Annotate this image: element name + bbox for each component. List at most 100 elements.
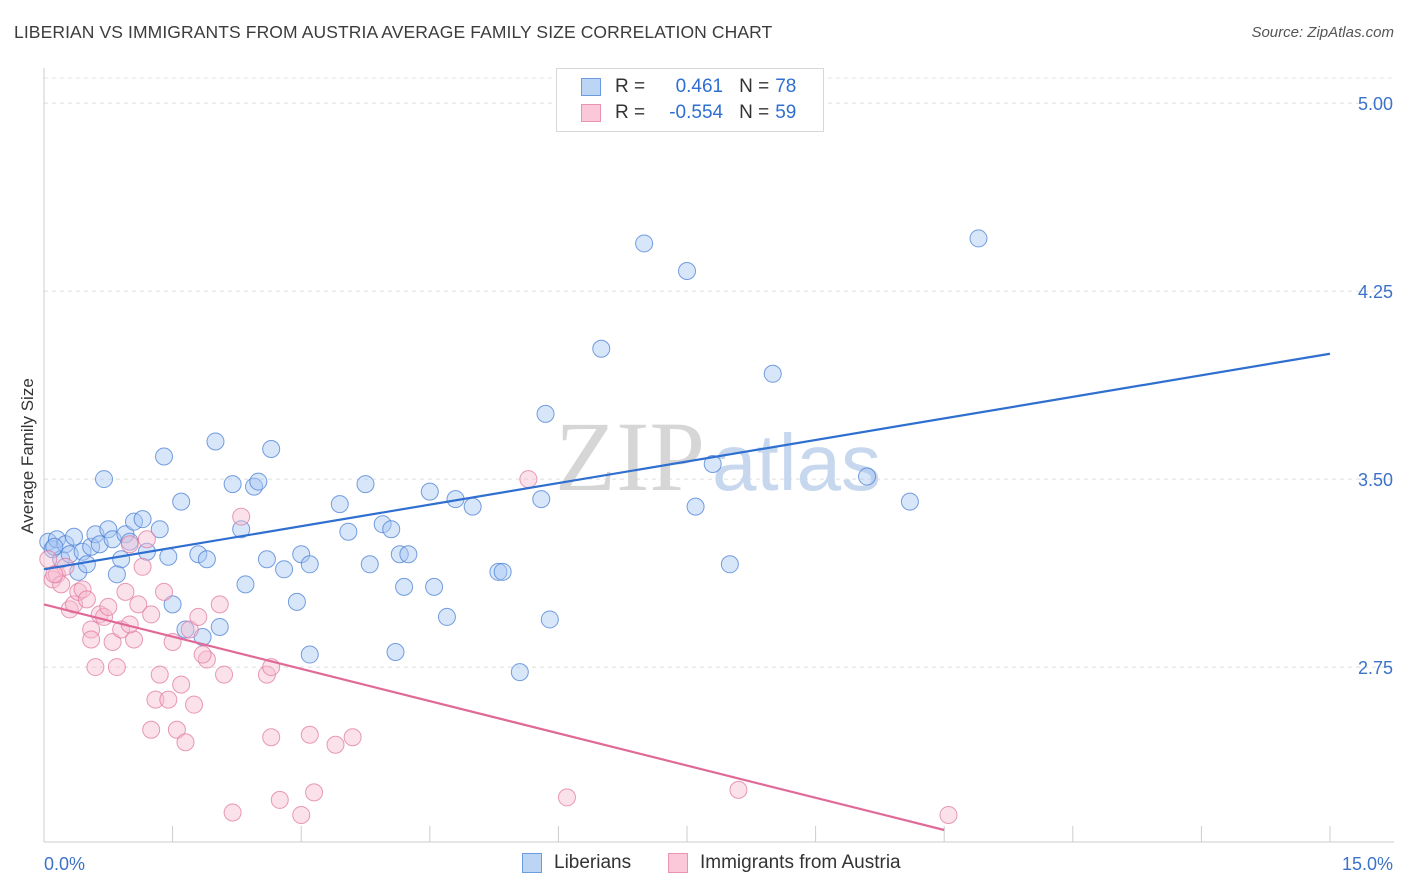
trend-lines bbox=[43, 352, 1331, 832]
austria-point bbox=[142, 605, 161, 624]
legend-label-liberians: Liberians bbox=[554, 852, 632, 873]
austria-point bbox=[82, 630, 101, 649]
austria-point bbox=[215, 665, 234, 684]
legend-r-label: R = bbox=[615, 102, 646, 123]
austria-point bbox=[133, 557, 152, 576]
x-tick-labels: 0.0% 15.0% bbox=[44, 854, 1393, 874]
legend-swatch-pink bbox=[581, 104, 601, 122]
liberians-point bbox=[300, 555, 319, 574]
legend-swatch-blue bbox=[581, 78, 601, 96]
liberians-point bbox=[437, 607, 456, 626]
liberians-point bbox=[703, 455, 722, 474]
y-tick-label: 4.25 bbox=[1358, 282, 1393, 302]
austria-point bbox=[86, 658, 105, 677]
legend-r-value: 0.461 bbox=[675, 76, 724, 97]
liberians-point bbox=[386, 643, 405, 662]
liberians-point bbox=[373, 515, 392, 534]
liberians-point bbox=[133, 510, 152, 529]
austria-point bbox=[185, 695, 204, 714]
liberians-point bbox=[232, 520, 251, 539]
liberians-point bbox=[540, 610, 559, 629]
austria-point bbox=[557, 788, 576, 807]
liberians-point bbox=[95, 470, 114, 489]
axes bbox=[43, 68, 1394, 843]
x-tick-label-min: 0.0% bbox=[44, 854, 85, 874]
austria-point bbox=[939, 805, 958, 824]
austria-point bbox=[73, 580, 92, 599]
austria-point bbox=[99, 597, 118, 616]
liberians-point bbox=[300, 645, 319, 664]
liberians-point bbox=[395, 577, 414, 596]
austria-point bbox=[142, 720, 161, 739]
liberians-point bbox=[969, 229, 988, 248]
liberians-point bbox=[330, 495, 349, 514]
austria-point bbox=[172, 675, 191, 694]
liberians-point bbox=[112, 550, 131, 569]
liberians-point bbox=[536, 404, 555, 423]
liberians-point bbox=[635, 234, 654, 253]
liberians-point bbox=[163, 595, 182, 614]
austria-point bbox=[45, 565, 64, 584]
austria-point bbox=[189, 607, 208, 626]
watermark-zip: ZIP bbox=[555, 401, 705, 512]
austria-point bbox=[167, 720, 186, 739]
y-tick-label: 2.75 bbox=[1358, 658, 1393, 678]
liberians-point bbox=[65, 527, 84, 546]
liberians-point bbox=[210, 617, 229, 636]
liberians-point bbox=[107, 565, 126, 584]
austria-point bbox=[176, 733, 195, 752]
liberians-point bbox=[159, 547, 178, 566]
austria-point bbox=[129, 595, 148, 614]
legend-label-austria: Immigrants from Austria bbox=[700, 852, 901, 873]
liberians-point bbox=[900, 492, 919, 511]
liberians-point bbox=[356, 475, 375, 494]
liberians-point bbox=[275, 560, 294, 579]
austria-point bbox=[519, 470, 538, 489]
liberians-point bbox=[592, 339, 611, 358]
liberians-point bbox=[150, 520, 169, 539]
austria-point bbox=[326, 735, 345, 754]
liberians-point bbox=[176, 620, 195, 639]
liberians-point bbox=[77, 555, 96, 574]
legend-r-value: -0.554 bbox=[669, 102, 724, 123]
austria-point bbox=[77, 590, 96, 609]
liberians-point bbox=[493, 562, 512, 581]
source-label: Source: ZipAtlas.com bbox=[1251, 24, 1394, 41]
watermark-atlas: atlas bbox=[712, 418, 881, 507]
austria-point bbox=[232, 507, 251, 526]
liberians-point bbox=[399, 545, 418, 564]
austria-point bbox=[125, 630, 144, 649]
austria-point bbox=[103, 633, 122, 651]
liberians-point bbox=[257, 550, 276, 569]
austria-point bbox=[146, 690, 165, 709]
liberians-point bbox=[155, 447, 174, 466]
liberians-point bbox=[763, 364, 782, 383]
austria-point bbox=[159, 690, 178, 709]
liberians-point bbox=[99, 520, 118, 539]
series-legend: Liberians Immigrants from Austria bbox=[0, 852, 1406, 878]
austria-point bbox=[270, 790, 289, 809]
austria-point bbox=[116, 582, 135, 601]
liberians-point bbox=[197, 550, 216, 569]
liberians-point bbox=[249, 472, 268, 491]
liberians-point bbox=[339, 522, 358, 541]
liberians-point bbox=[382, 520, 401, 539]
austria-point bbox=[292, 805, 311, 824]
legend-n-label: N = bbox=[739, 102, 770, 123]
liberians-point bbox=[532, 490, 551, 509]
liberians-point bbox=[489, 562, 508, 581]
y-tick-label: 3.50 bbox=[1358, 470, 1393, 490]
austria-point bbox=[729, 780, 748, 799]
austria-point bbox=[107, 658, 126, 677]
liberians-point bbox=[262, 439, 281, 458]
austria-point bbox=[223, 803, 242, 822]
legend-swatch-blue bbox=[522, 853, 542, 873]
liberians-point bbox=[425, 577, 444, 596]
austria-point bbox=[193, 645, 212, 664]
austria-trend-line bbox=[43, 603, 945, 832]
liberians-trend-line bbox=[43, 352, 1331, 571]
liberians-point bbox=[686, 497, 705, 516]
y-tick-labels: 5.00 4.25 3.50 2.75 bbox=[1358, 94, 1393, 678]
legend-swatch-pink bbox=[668, 853, 688, 873]
